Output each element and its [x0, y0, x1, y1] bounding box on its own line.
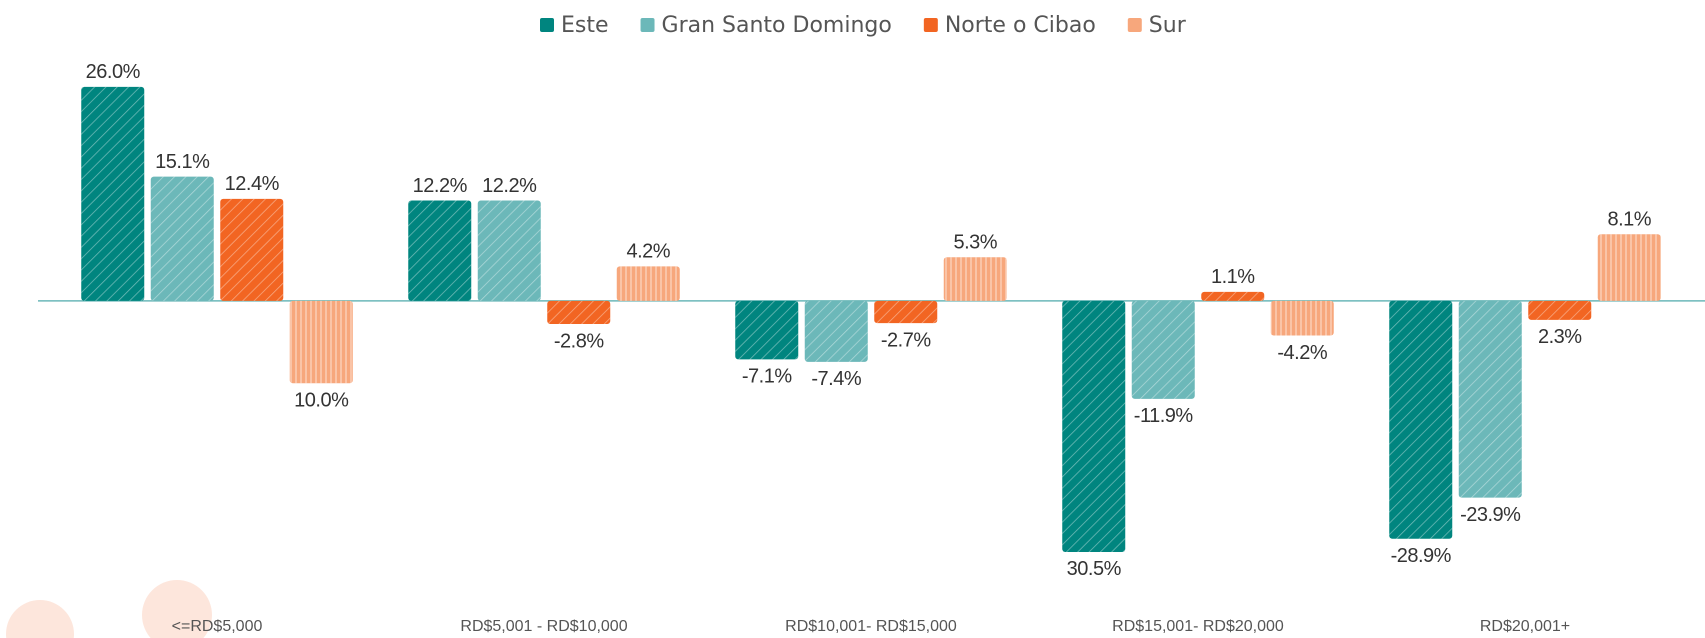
bar-texture [804, 300, 868, 362]
value-label: -7.4% [811, 368, 861, 390]
decor-circle [142, 580, 212, 638]
x-tick-label: <=RD$5,000 [172, 618, 263, 635]
value-label: 30.5% [1067, 558, 1122, 580]
bar-texture [1458, 300, 1522, 498]
legend-swatch [540, 18, 554, 32]
bar-texture [81, 86, 145, 301]
bar-texture [547, 300, 611, 324]
value-label: 2.3% [1538, 326, 1582, 348]
bar-texture [1597, 234, 1661, 301]
bar-texture [1528, 300, 1592, 320]
x-tick-label: RD$15,001- RD$20,000 [1112, 618, 1284, 635]
decor-circle [6, 600, 74, 638]
value-label: -4.2% [1277, 342, 1327, 364]
bar-texture [1389, 300, 1453, 539]
value-label: -2.8% [554, 330, 604, 352]
value-label: 1.1% [1211, 266, 1255, 288]
bar-texture [1201, 291, 1265, 301]
value-label: 5.3% [953, 232, 997, 254]
bar-texture [1131, 300, 1195, 399]
bar-texture [477, 200, 541, 301]
value-label: 15.1% [155, 151, 210, 173]
value-label: -2.7% [881, 329, 931, 351]
legend-label: Norte o Cibao [945, 13, 1096, 38]
value-label: 4.2% [626, 241, 670, 263]
value-label: 10.0% [294, 390, 349, 412]
legend-swatch [640, 18, 655, 32]
bar-texture [1270, 300, 1334, 336]
bar-texture [943, 257, 1007, 301]
bar-texture [408, 200, 472, 301]
legend-swatch [923, 18, 938, 32]
legend-label: Este [561, 13, 609, 38]
bar-texture [735, 300, 799, 360]
x-tick-label: RD$20,001+ [1480, 618, 1570, 635]
value-label: 12.4% [225, 173, 280, 195]
value-label: 12.2% [482, 175, 537, 197]
bar-texture [616, 266, 680, 301]
legend-label: Gran Santo Domingo [662, 13, 892, 38]
value-label: -11.9% [1134, 405, 1194, 427]
bar-texture [220, 198, 284, 301]
x-tick-label: RD$10,001- RD$15,000 [785, 618, 957, 635]
legend-swatch [1127, 18, 1142, 32]
bar-texture [1062, 300, 1126, 552]
x-tick-label: RD$5,001 - RD$10,000 [460, 618, 627, 635]
value-label: -7.1% [742, 366, 792, 388]
bar-texture [150, 176, 214, 301]
bar-texture [289, 300, 353, 384]
value-label: 8.1% [1607, 209, 1651, 231]
value-label: -28.9% [1391, 545, 1452, 567]
bar-texture [874, 300, 938, 324]
value-label: -23.9% [1460, 504, 1521, 526]
value-label: 12.2% [413, 175, 468, 197]
legend-label: Sur [1149, 13, 1187, 38]
value-label: 26.0% [86, 61, 141, 83]
